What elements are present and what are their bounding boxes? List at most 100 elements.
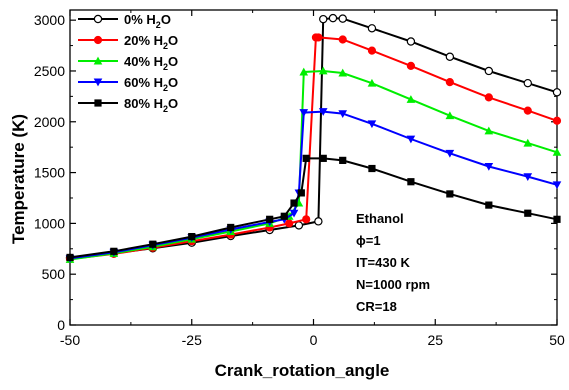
- legend-label: 20% H2O: [124, 33, 178, 51]
- data-point: [188, 232, 196, 241]
- legend-swatch-marker: [93, 14, 103, 24]
- legend-label: 40% H2O: [124, 54, 178, 72]
- x-tick-label: 25: [427, 332, 443, 348]
- y-tick-label: 1000: [34, 215, 65, 231]
- x-tick-label: 0: [310, 332, 318, 348]
- data-point: [407, 178, 415, 186]
- legend-swatch-marker: [93, 56, 103, 65]
- data-point: [280, 212, 288, 220]
- data-point: [552, 88, 562, 97]
- y-tick-label: 3000: [34, 12, 65, 28]
- data-point: [339, 156, 347, 164]
- data-point: [406, 61, 415, 70]
- legend-swatch-marker: [93, 35, 103, 45]
- data-point: [299, 109, 309, 117]
- data-point: [523, 78, 532, 88]
- data-point: [290, 199, 298, 207]
- data-point: [445, 78, 454, 87]
- data-point: [406, 135, 416, 144]
- data-point: [446, 190, 454, 198]
- annotation-line: CR=18: [356, 299, 397, 314]
- annotation-block: Ethanol ϕ=1 IT=430 K N=1000 rpm CR=18: [356, 211, 430, 314]
- series-0: [65, 13, 562, 263]
- y-tick-label: 0: [57, 317, 65, 333]
- data-point: [552, 147, 562, 156]
- series-line: [69, 110, 558, 260]
- data-point: [368, 164, 376, 173]
- data-point: [149, 240, 157, 248]
- data-point: [445, 111, 455, 120]
- legend-entry: 60% H2O: [78, 75, 178, 93]
- annotation-line: Ethanol: [356, 211, 404, 226]
- series-4: [66, 154, 561, 262]
- legend-swatch-marker: [93, 78, 103, 87]
- data-point: [66, 253, 74, 262]
- data-point: [338, 35, 347, 44]
- data-point: [523, 173, 533, 181]
- annotation-line: ϕ=1: [356, 233, 381, 248]
- data-point: [552, 116, 562, 125]
- data-point: [553, 215, 561, 223]
- legend: 0% H2O 20% H2O 40% H2O 60% H2O 80% H2O: [78, 12, 178, 114]
- data-point: [485, 201, 493, 209]
- data-point: [338, 14, 347, 23]
- data-point: [314, 33, 323, 42]
- data-point: [266, 215, 274, 223]
- y-tick-label: 2500: [34, 63, 65, 79]
- legend-entry: 40% H2O: [78, 54, 178, 72]
- x-tick-label: 50: [549, 332, 565, 348]
- series-layer: [65, 13, 562, 264]
- data-point: [318, 108, 328, 116]
- data-point: [227, 223, 235, 232]
- data-point: [314, 217, 323, 226]
- x-tick-label: -50: [60, 332, 80, 348]
- y-tick-label: 2000: [34, 114, 65, 130]
- legend-swatch-marker: [94, 99, 102, 107]
- data-point: [338, 110, 348, 118]
- data-point: [367, 46, 377, 55]
- data-point: [302, 215, 311, 224]
- data-point: [285, 219, 294, 228]
- data-point: [484, 66, 494, 76]
- data-point: [367, 24, 377, 33]
- legend-label: 0% H2O: [124, 12, 171, 30]
- legend-entry: 20% H2O: [78, 33, 178, 51]
- data-point: [445, 52, 455, 61]
- data-point: [328, 13, 338, 23]
- data-point: [484, 93, 493, 102]
- data-point: [484, 126, 494, 135]
- data-point: [319, 154, 327, 162]
- y-tick-label: 1500: [34, 165, 65, 181]
- data-point: [299, 67, 309, 76]
- data-point: [523, 106, 532, 115]
- data-point: [367, 120, 377, 129]
- data-point: [445, 149, 455, 158]
- data-point: [297, 189, 305, 197]
- data-point: [289, 209, 299, 218]
- data-point: [294, 221, 304, 230]
- legend-entry: 0% H2O: [78, 12, 171, 30]
- data-point: [523, 138, 533, 147]
- x-axis-title: Crank_rotation_angle: [215, 361, 390, 380]
- data-point: [318, 66, 328, 75]
- legend-entry: 80% H2O: [78, 96, 178, 114]
- annotation-line: N=1000 rpm: [356, 277, 430, 292]
- data-point: [302, 154, 310, 162]
- data-point: [319, 14, 328, 24]
- data-point: [524, 209, 532, 217]
- data-point: [338, 68, 348, 77]
- series-line: [69, 157, 558, 259]
- annotation-line: IT=430 K: [356, 255, 410, 270]
- x-tick-label: -25: [182, 332, 202, 348]
- data-point: [110, 247, 118, 255]
- data-point: [406, 95, 416, 103]
- data-point: [552, 181, 562, 190]
- data-point: [367, 78, 377, 87]
- y-axis-title: Temperature (K): [9, 114, 28, 244]
- y-tick-label: 500: [42, 266, 66, 282]
- legend-label: 80% H2O: [124, 96, 178, 114]
- legend-label: 60% H2O: [124, 75, 178, 93]
